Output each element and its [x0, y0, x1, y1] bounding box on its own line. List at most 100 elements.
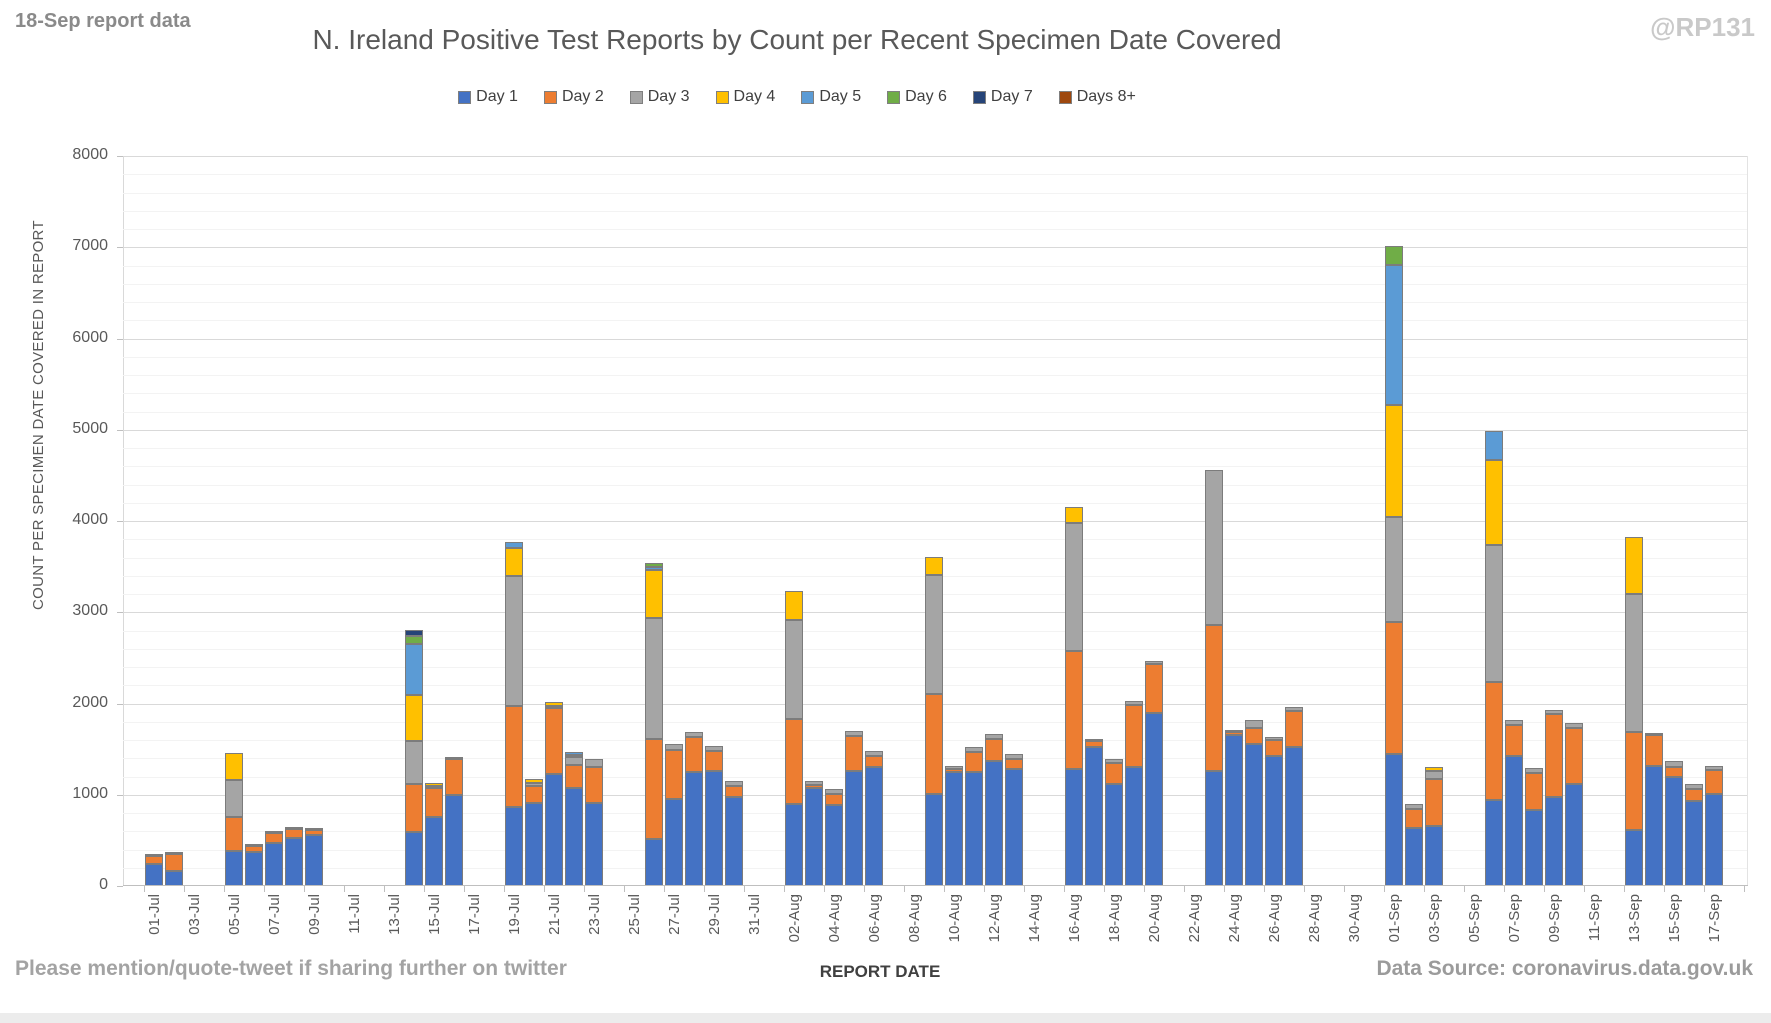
bar-16-Sep-segment-day-1: [1685, 800, 1703, 886]
bar-20-Aug-segment-day-2: [1145, 664, 1163, 713]
x-tick: [544, 886, 545, 892]
bar-19-Jul-segment-day-1: [505, 807, 523, 886]
bar-02-Aug: [785, 591, 803, 886]
bar-26-Jul-segment-day-3: [645, 617, 663, 739]
x-tick-label: 25-Jul: [626, 894, 643, 935]
bar-14-Jul-segment-day-3: [405, 740, 423, 785]
legend-item-day-2: Day 2: [543, 88, 604, 106]
bar-01-Jul-segment-day-2: [145, 856, 163, 864]
bar-19-Aug: [1125, 700, 1143, 886]
y-tick: [117, 338, 123, 340]
bar-29-Jul: [705, 745, 723, 886]
bar-13-Sep-segment-day-3: [1625, 594, 1643, 732]
bar-03-Aug: [805, 780, 823, 886]
x-axis-line: [123, 885, 1748, 886]
minor-gridline: [123, 466, 1747, 468]
bar-02-Jul-segment-day-2: [165, 854, 183, 872]
bar-01-Sep: [1385, 245, 1403, 886]
bar-16-Sep-segment-day-3: [1685, 783, 1703, 789]
legend-item-day-1: Day 1: [458, 88, 518, 106]
bar-06-Aug-segment-day-1: [865, 767, 883, 886]
y-tick: [117, 521, 123, 522]
bar-07-Sep: [1505, 720, 1523, 886]
bar-22-Jul-segment-day-1: [565, 787, 583, 886]
bar-09-Jul-segment-day-2: [305, 830, 323, 835]
legend-label: Day 2: [561, 88, 604, 105]
bar-15-Jul-segment-day-4: [425, 782, 443, 786]
bar-25-Aug-segment-day-2: [1245, 727, 1263, 745]
legend-label: Day 1: [476, 88, 518, 105]
x-tick: [384, 886, 385, 892]
minor-gridline: [123, 448, 1747, 449]
bar-24-Aug-segment-day-2: [1225, 732, 1243, 736]
x-tick-label: 11-Jul: [346, 894, 363, 934]
bar-01-Sep-segment-day-5: [1385, 265, 1403, 406]
y-tick-label: 7000: [72, 237, 108, 255]
bar-13-Aug-segment-day-2: [1005, 759, 1023, 770]
x-tick: [1744, 886, 1745, 892]
bar-29-Jul-segment-day-1: [705, 770, 723, 886]
bar-05-Jul-segment-day-3: [225, 779, 243, 817]
x-tick: [144, 886, 145, 892]
bar-04-Aug-segment-day-1: [825, 804, 843, 886]
x-tick: [304, 886, 305, 892]
y-tick: [117, 612, 123, 614]
y-axis-title: COUNT PER SPECIMEN DATE COVERED IN REPOR…: [30, 220, 47, 610]
x-tick: [1264, 886, 1265, 892]
y-tick-label: 3000: [72, 602, 108, 620]
bar-05-Aug-segment-day-1: [845, 770, 863, 886]
chart-legend: Day 1 Day 2 Day 3 Day 4 Day 5 Day 6 Day 7 Days …: [100, 88, 1494, 106]
bar-05-Jul-segment-day-1: [225, 851, 243, 886]
y-tick-label: 5000: [72, 419, 108, 437]
legend-label: Day 5: [819, 88, 862, 105]
bar-03-Aug-segment-day-1: [805, 787, 823, 886]
x-tick-label: 15-Sep: [1666, 894, 1683, 943]
bar-10-Aug-segment-day-2: [945, 769, 963, 773]
bar-06-Sep-segment-day-3: [1485, 544, 1503, 683]
bar-09-Sep-segment-day-2: [1545, 713, 1563, 797]
bar-07-Sep-segment-day-2: [1505, 724, 1523, 756]
x-tick-label: 17-Sep: [1706, 894, 1723, 943]
bar-18-Aug-segment-day-3: [1105, 759, 1123, 764]
x-tick-label: 16-Aug: [1066, 894, 1083, 943]
x-tick-label: 03-Jul: [186, 894, 203, 935]
legend-swatch-icon: [629, 90, 643, 104]
bar-03-Sep-segment-day-3: [1425, 771, 1443, 780]
x-tick-label: 07-Sep: [1506, 894, 1523, 943]
legend-swatch-icon: [887, 90, 901, 104]
bar-28-Jul-segment-day-3: [685, 732, 703, 738]
bar-06-Aug-segment-day-3: [865, 750, 883, 756]
bar-14-Sep-segment-day-1: [1645, 765, 1663, 886]
bar-09-Aug: [925, 556, 943, 886]
bar-06-Aug-segment-day-2: [865, 755, 883, 768]
minor-gridline: [123, 283, 1747, 285]
minor-gridline: [123, 484, 1747, 486]
bar-30-Jul-segment-day-3: [725, 780, 743, 786]
bar-14-Sep: [1645, 733, 1663, 886]
x-tick: [624, 886, 625, 892]
bar-17-Sep: [1705, 765, 1723, 886]
bar-04-Aug-segment-day-2: [825, 793, 843, 805]
bar-17-Aug-segment-day-3: [1085, 739, 1103, 742]
bar-14-Sep-segment-day-3: [1645, 733, 1663, 736]
minor-gridline: [123, 210, 1747, 212]
x-tick-label: 08-Aug: [906, 894, 923, 943]
bar-16-Jul-segment-day-3: [445, 756, 463, 759]
x-tick-label: 13-Jul: [386, 894, 403, 935]
bar-06-Jul-segment-day-1: [245, 851, 263, 886]
minor-gridline: [123, 502, 1747, 504]
minor-gridline: [123, 229, 1747, 230]
bar-29-Jul-segment-day-2: [705, 750, 723, 771]
bar-24-Aug-segment-day-3: [1225, 730, 1243, 733]
bar-21-Jul-segment-day-2: [545, 707, 563, 775]
x-tick: [1664, 886, 1665, 892]
legend-swatch-icon: [458, 90, 472, 104]
x-tick-label: 09-Jul: [306, 894, 323, 935]
x-tick-label: 04-Aug: [826, 894, 843, 943]
bar-28-Jul: [685, 732, 703, 886]
bar-17-Aug-segment-day-2: [1085, 741, 1103, 747]
bar-03-Sep: [1425, 766, 1443, 886]
bar-06-Sep-segment-day-4: [1485, 459, 1503, 545]
bar-08-Sep-segment-day-1: [1525, 810, 1543, 886]
